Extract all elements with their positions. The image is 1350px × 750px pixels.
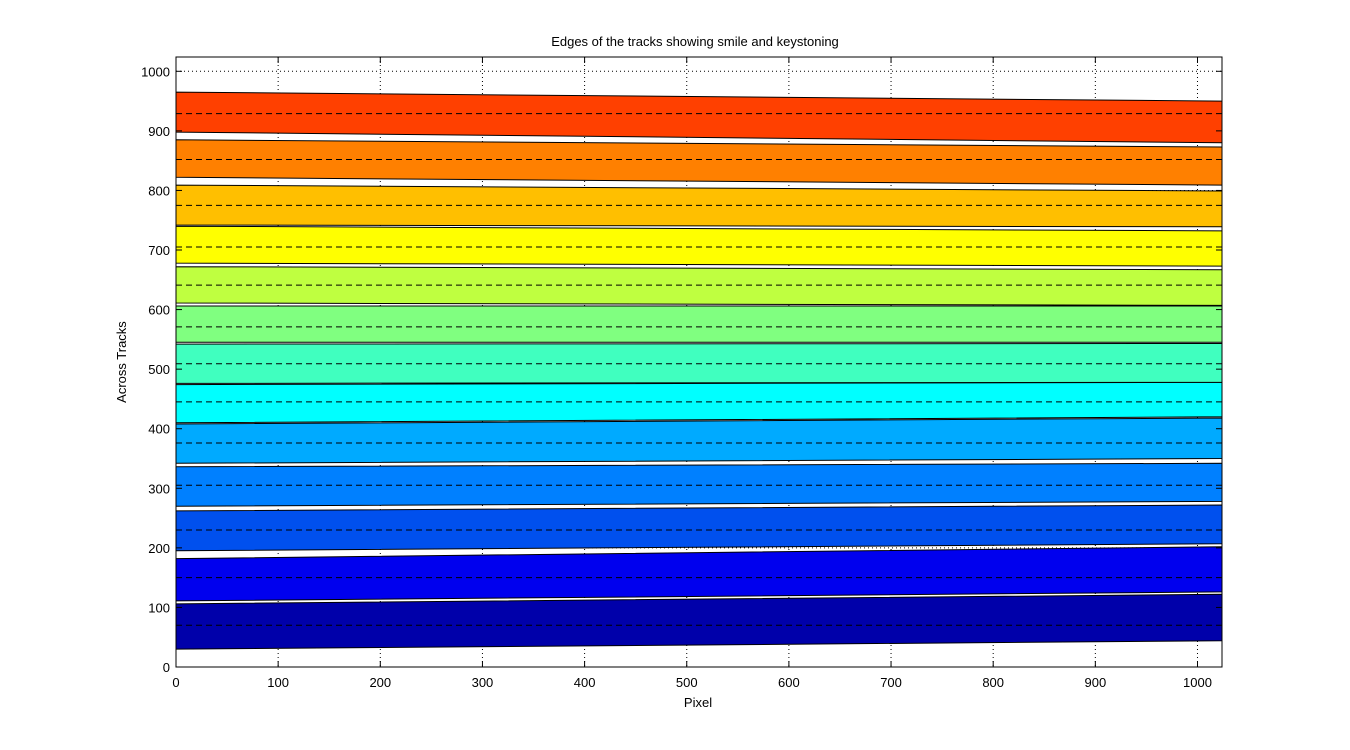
track-band bbox=[175, 462, 1223, 507]
centerline-layer bbox=[176, 113, 1222, 626]
track-band bbox=[175, 139, 1223, 186]
track-band bbox=[175, 381, 1223, 424]
track-band bbox=[175, 417, 1223, 464]
track-band bbox=[175, 184, 1223, 228]
track-band bbox=[175, 225, 1223, 267]
y-tick-label: 200 bbox=[148, 541, 170, 556]
y-tick-label: 800 bbox=[148, 183, 170, 198]
track-band bbox=[175, 593, 1223, 650]
y-tick-label: 600 bbox=[148, 303, 170, 318]
x-axis-label: Pixel bbox=[684, 695, 712, 710]
y-tick-label: 300 bbox=[148, 481, 170, 496]
y-tick-label: 0 bbox=[163, 660, 170, 675]
y-tick-label: 500 bbox=[148, 362, 170, 377]
track-band bbox=[175, 266, 1223, 306]
x-tick-label: 1000 bbox=[1183, 675, 1212, 690]
plot-frame bbox=[175, 56, 1223, 668]
tracks-layer bbox=[175, 91, 1223, 650]
x-tick-label: 400 bbox=[574, 675, 596, 690]
x-tick-label: 900 bbox=[1084, 675, 1106, 690]
x-tick-label: 600 bbox=[778, 675, 800, 690]
track-band bbox=[175, 305, 1223, 343]
x-tick-label: 700 bbox=[880, 675, 902, 690]
x-tick-label: 0 bbox=[172, 675, 179, 690]
y-tick-label: 400 bbox=[148, 422, 170, 437]
x-tick-label: 100 bbox=[267, 675, 289, 690]
y-tick-label: 100 bbox=[148, 600, 170, 615]
y-axis-label: Across Tracks bbox=[114, 321, 129, 403]
y-tick-label: 700 bbox=[148, 243, 170, 258]
track-band bbox=[175, 504, 1223, 552]
x-tick-label: 800 bbox=[982, 675, 1004, 690]
ticks-layer bbox=[175, 57, 1222, 668]
chart-title: Edges of the tracks showing smile and ke… bbox=[551, 34, 839, 49]
x-tick-label: 200 bbox=[369, 675, 391, 690]
tick-labels-layer: 0 100 200 300 400 500 600 700 800 900 1000 0 100 200 3… bbox=[141, 64, 1212, 690]
y-tick-label: 900 bbox=[148, 124, 170, 139]
x-tick-label: 300 bbox=[472, 675, 494, 690]
x-tick-label: 500 bbox=[676, 675, 698, 690]
y-tick-label: 1000 bbox=[141, 64, 170, 79]
